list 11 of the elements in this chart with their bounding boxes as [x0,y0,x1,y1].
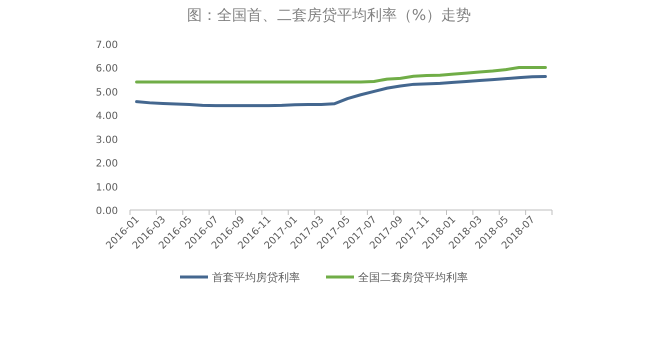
y-tick-label: 3.00 [96,134,118,146]
y-tick-label: 6.00 [96,64,118,75]
y-tick-label: 4.00 [96,111,118,122]
title: 图：全国首、二套房贷平均利率（%）走势 [186,6,472,24]
y-tick-label: 0.00 [96,206,118,217]
y-tick-label: 2.00 [96,158,118,170]
legend-label: 首套平均房贷利率 [212,271,300,284]
legend-label: 全国二套房贷平均利率 [358,271,468,284]
y-tick-label: 5.00 [96,87,118,98]
y-tick-label: 7.00 [96,40,118,51]
y-tick-label: 1.00 [96,182,118,194]
